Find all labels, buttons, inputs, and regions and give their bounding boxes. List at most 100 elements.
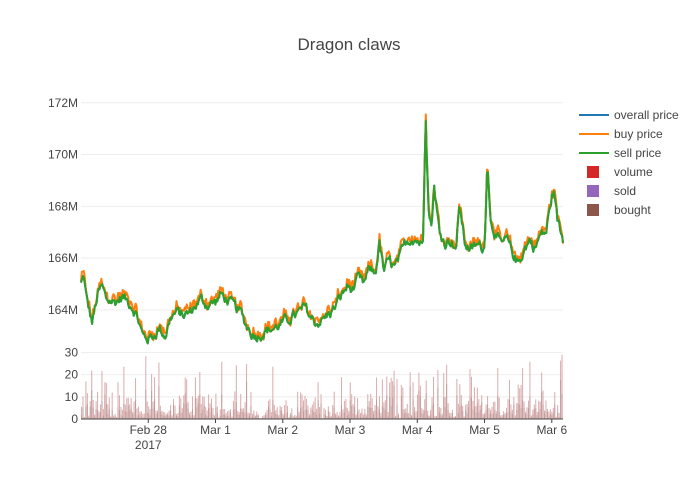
sold-bought-bar (116, 417, 118, 419)
legend-item-sell-price[interactable]: sell price (579, 146, 662, 160)
sold-bought-bar (83, 417, 85, 419)
sold-bought-bar (459, 407, 461, 419)
sold-bought-bar (193, 416, 195, 419)
sold-bought-bar (440, 415, 442, 419)
volume-bar (336, 412, 338, 419)
volume-bars (81, 354, 563, 419)
volume-bar (314, 397, 316, 419)
sold-bought-bar (324, 414, 326, 419)
volume-bar (545, 400, 547, 419)
sold-bought-bar (419, 396, 421, 419)
sold-bought-bar (548, 416, 550, 419)
legend-box-swatch (587, 204, 599, 216)
legend-item-buy-price[interactable]: buy price (579, 127, 663, 141)
volume-bar (339, 411, 341, 419)
sold-bought-bar (367, 406, 369, 419)
sold-bought-bar (330, 417, 332, 419)
volume-bar (498, 397, 500, 419)
sold-bought-bar (91, 389, 93, 419)
sold-bought-bar (425, 393, 427, 419)
legend-item-sold[interactable]: sold (587, 184, 636, 198)
sold-bought-bar (498, 412, 500, 419)
volume-bar (310, 407, 312, 419)
sold-bought-bar (352, 413, 354, 419)
volume-bar (145, 356, 147, 419)
sold-bought-bar (192, 409, 194, 419)
legend-item-overall-price[interactable]: overall price (579, 108, 679, 122)
sold-bought-bar (114, 415, 116, 419)
sold-bought-bar (149, 415, 151, 419)
volume-bar (292, 416, 294, 419)
sold-bought-bar (146, 412, 148, 419)
sold-bought-bar (478, 412, 480, 419)
sold-bought-bar (88, 417, 90, 419)
sold-bought-bar (422, 414, 424, 419)
volume-bar (561, 354, 563, 419)
sold-bought-bar (156, 413, 158, 419)
volume-bar (463, 416, 465, 419)
volume-bar (323, 407, 325, 419)
sold-bought-bar (532, 414, 534, 419)
sold-bought-bar (281, 410, 283, 419)
sold-bought-bar (447, 410, 449, 419)
volume-bar (244, 402, 246, 419)
volume-bar (206, 410, 208, 419)
sold-bought-bar (113, 417, 115, 419)
volume-bar (99, 404, 102, 419)
sold-bought-bar (151, 390, 153, 419)
volume-bar (177, 412, 179, 419)
sold-bought-bar (346, 415, 348, 419)
sold-bought-bar (495, 413, 497, 419)
volume-tick-label: 30 (65, 345, 79, 359)
sold-bought-bar (361, 412, 363, 419)
sold-bought-bar (465, 410, 467, 419)
sold-bought-bar (373, 414, 375, 419)
sold-bought-bar (430, 414, 432, 419)
volume-bar (384, 400, 386, 419)
sold-bought-bar (282, 416, 284, 419)
legend-label: sold (614, 184, 636, 198)
sold-bought-bar (435, 417, 437, 419)
volume-bar (228, 410, 230, 419)
sold-bought-bar (327, 410, 329, 419)
sold-bought-bar (265, 415, 267, 419)
sold-bought-bar (86, 404, 88, 419)
sold-bought-bar (358, 415, 360, 419)
sold-bought-bar (118, 410, 120, 419)
sold-bought-bar (127, 405, 129, 419)
sold-bought-bar (266, 414, 268, 419)
sold-bought-bar (164, 415, 166, 419)
sold-bought-bar (472, 409, 474, 419)
volume-bar (378, 396, 380, 419)
sold-bought-bar (190, 415, 192, 419)
volume-bar (326, 415, 328, 419)
legend-item-volume[interactable]: volume (587, 165, 653, 179)
volume-bar (396, 379, 398, 419)
volume-bar (548, 411, 550, 419)
sold-bought-bar (529, 396, 531, 419)
volume-bar (558, 412, 560, 419)
volume-bar (202, 396, 204, 419)
volume-bar (137, 406, 139, 419)
volume-bar (526, 407, 528, 419)
legend-label: volume (614, 165, 653, 179)
legend[interactable]: overall price buy price sell price volume so… (579, 108, 679, 217)
sold-bought-bar (326, 417, 328, 419)
sold-bought-bar (431, 405, 433, 419)
sold-bought-bar (124, 411, 126, 419)
sold-bought-bar (215, 407, 217, 419)
sold-bought-bar (222, 414, 224, 419)
volume-bar (332, 405, 334, 419)
sold-bought-bar (349, 400, 351, 419)
sold-bought-bar (438, 412, 440, 419)
volume-bar (552, 407, 554, 419)
sold-bought-bar (364, 412, 366, 419)
sold-bought-bar (365, 416, 367, 419)
sold-bought-bar (560, 379, 562, 419)
legend-label: bought (614, 203, 651, 217)
sold-bought-bar (390, 405, 392, 419)
sold-bought-bar (98, 413, 100, 419)
legend-item-bought[interactable]: bought (587, 203, 651, 217)
sold-bought-bar (561, 393, 563, 419)
chart-title: Dragon claws (298, 35, 401, 54)
